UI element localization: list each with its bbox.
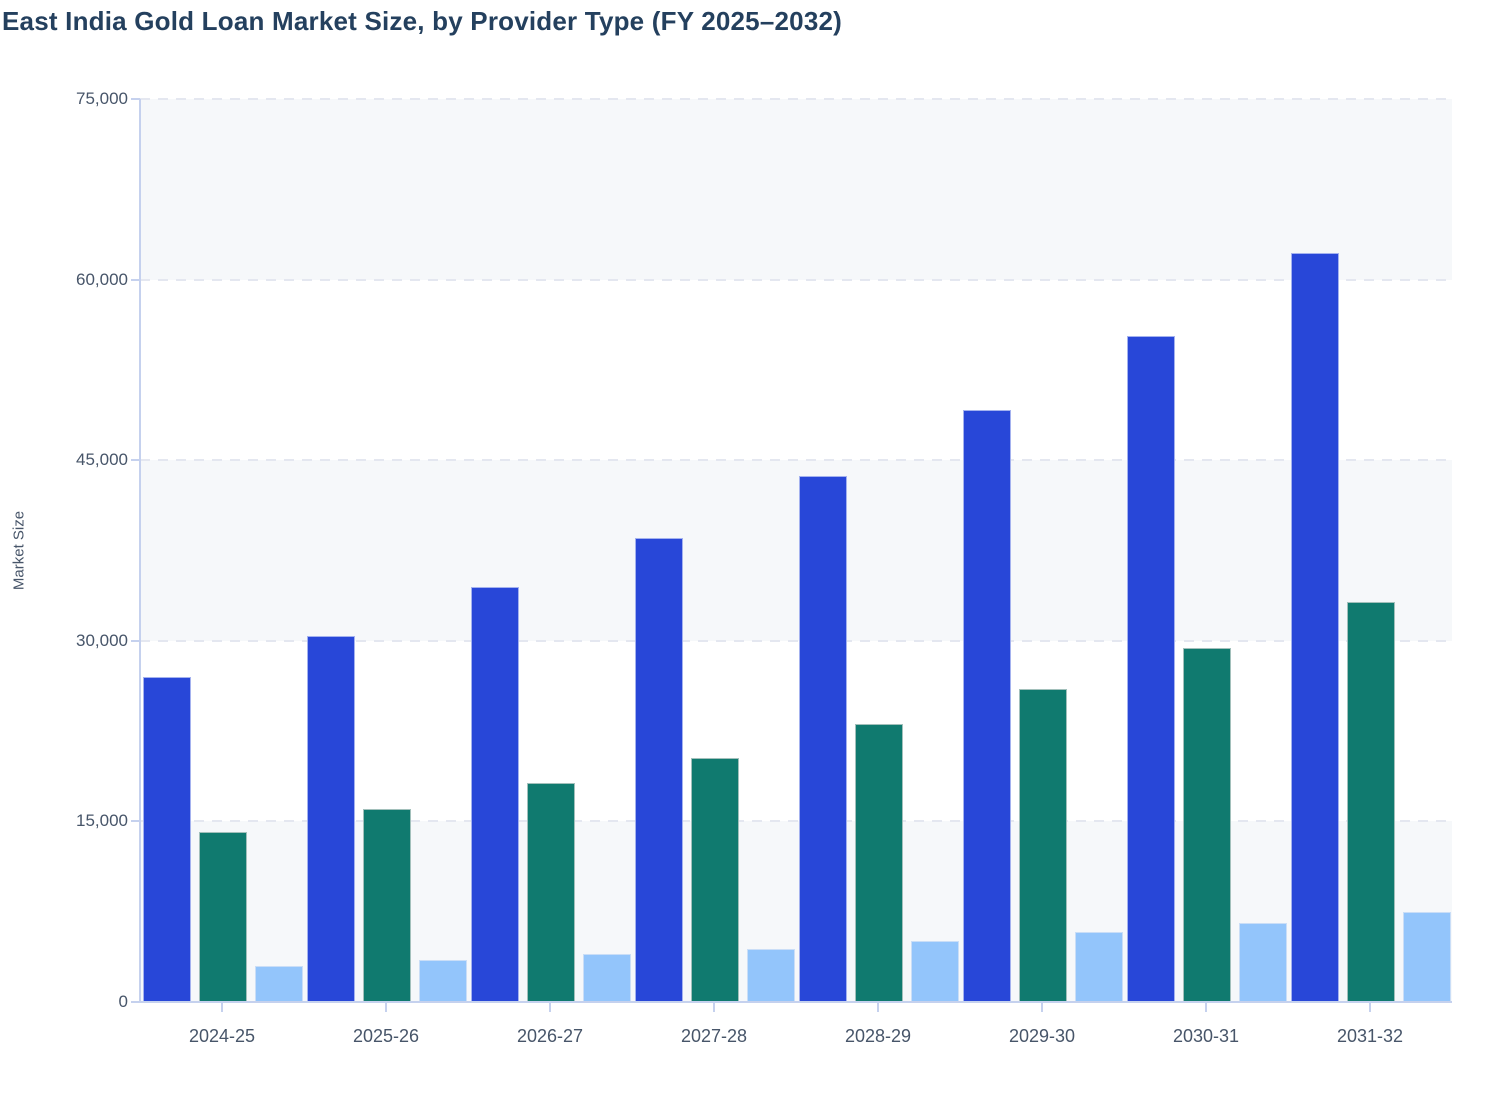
plot-area (131, 98, 1452, 1012)
x-axis-line (139, 1001, 1452, 1003)
bar-series-2-teal-2029-30[interactable] (1019, 688, 1067, 1002)
bar-series-1-dark-blue-2031-32[interactable] (1291, 253, 1339, 1002)
background-band (140, 99, 1452, 280)
y-tick-label: 0 (118, 992, 128, 1011)
bar-series-3-light-blue-2031-32[interactable] (1403, 911, 1451, 1002)
y-tick-mark (131, 278, 140, 281)
y-tick-mark (131, 459, 140, 462)
bar-series-1-dark-blue-2028-29[interactable] (799, 475, 847, 1002)
y-tick-label: 75,000 (76, 89, 128, 108)
y-tick-label: 15,000 (76, 811, 128, 831)
background-band (140, 821, 1452, 1002)
x-tick-mark (1041, 1003, 1043, 1012)
bar-group-2028-29 (796, 99, 960, 1002)
bar-series-1-dark-blue-2027-28[interactable] (635, 538, 683, 1002)
bar-series-3-light-blue-2024-25[interactable] (255, 965, 303, 1002)
x-category-label: 2024-25 (188, 1026, 256, 1046)
bar-series-2-teal-2024-25[interactable] (199, 832, 247, 1002)
x-category-label: 2028-29 (844, 1026, 912, 1046)
gridline (140, 820, 1452, 823)
bar-group-2031-32 (1288, 99, 1452, 1002)
bar-group-2027-28 (632, 99, 796, 1002)
bar-group-2025-26 (304, 99, 468, 1002)
x-tick-mark (1205, 1003, 1207, 1012)
x-category-label: 2025-26 (352, 1026, 420, 1046)
gridline (140, 98, 1452, 100)
background-band (140, 460, 1452, 641)
x-category-label: 2029-30 (1008, 1026, 1076, 1046)
bar-series-2-teal-2028-29[interactable] (855, 723, 903, 1002)
bar-series-2-teal-2026-27[interactable] (527, 782, 575, 1002)
x-category-label: 2031-32 (1336, 1026, 1404, 1046)
bar-series-1-dark-blue-2029-30[interactable] (963, 409, 1011, 1002)
x-tick-mark (385, 1003, 387, 1012)
gridline (140, 278, 1452, 281)
x-category-label: 2027-28 (680, 1026, 748, 1046)
x-category-label: 2026-27 (516, 1026, 584, 1046)
y-tick-mark (131, 820, 140, 823)
bar-series-1-dark-blue-2026-27[interactable] (471, 586, 519, 1002)
y-axis-line (139, 99, 141, 1002)
x-category-label: 2030-31 (1172, 1026, 1240, 1046)
bar-group-2029-30 (960, 99, 1124, 1002)
x-tick-mark (877, 1003, 879, 1012)
y-axis-title: Market Size (10, 510, 28, 591)
bar-series-2-teal-2031-32[interactable] (1347, 602, 1395, 1002)
bar-series-2-teal-2027-28[interactable] (691, 757, 739, 1002)
bar-series-1-dark-blue-2024-25[interactable] (143, 676, 191, 1002)
bar-series-3-light-blue-2029-30[interactable] (1075, 932, 1123, 1002)
bar-series-3-light-blue-2030-31[interactable] (1239, 922, 1287, 1002)
y-tick-mark (131, 639, 140, 642)
bar-series-3-light-blue-2027-28[interactable] (747, 949, 795, 1002)
gridline (140, 639, 1452, 642)
bar-series-2-teal-2030-31[interactable] (1183, 648, 1231, 1002)
bar-series-3-light-blue-2025-26[interactable] (419, 959, 467, 1002)
x-tick-mark (1369, 1003, 1371, 1012)
bar-group-2030-31 (1124, 99, 1288, 1002)
bar-series-3-light-blue-2028-29[interactable] (911, 940, 959, 1002)
y-tick-mark (131, 98, 140, 100)
y-tick-mark (131, 1001, 140, 1003)
bar-series-1-dark-blue-2025-26[interactable] (307, 635, 355, 1002)
bar-series-3-light-blue-2026-27[interactable] (583, 953, 631, 1002)
y-tick-label: 45,000 (76, 450, 128, 470)
bar-series-1-dark-blue-2030-31[interactable] (1127, 336, 1175, 1002)
y-tick-label: 60,000 (76, 269, 128, 289)
bar-group-2024-25 (140, 99, 304, 1002)
x-tick-mark (221, 1003, 223, 1012)
gridline (140, 459, 1452, 462)
y-tick-label: 30,000 (76, 630, 128, 650)
chart-title: East India Gold Loan Market Size, by Pro… (2, 6, 842, 36)
bar-series-2-teal-2025-26[interactable] (363, 809, 411, 1002)
bar-group-2026-27 (468, 99, 632, 1002)
x-tick-mark (713, 1003, 715, 1012)
x-tick-mark (549, 1003, 551, 1012)
